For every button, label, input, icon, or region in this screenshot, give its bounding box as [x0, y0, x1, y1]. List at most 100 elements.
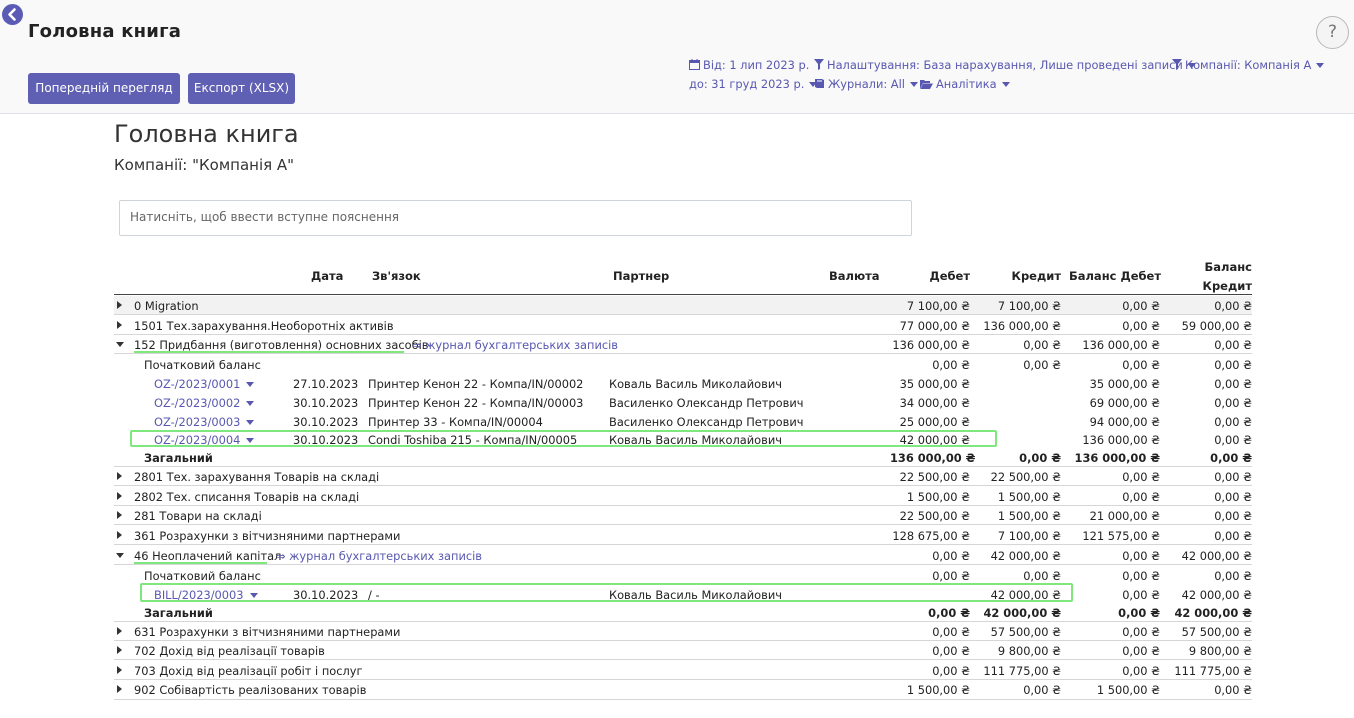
- account-name: 902 Собівартість реалізованих товарів: [134, 683, 367, 697]
- filter-analytics[interactable]: Аналітика: [920, 77, 1010, 92]
- caret-right-icon: [117, 472, 122, 480]
- account-balance-credit: 59 000,00 ₴: [1181, 319, 1252, 333]
- highlight-underline: [134, 562, 267, 564]
- account-credit: 22 500,00 ₴: [990, 470, 1061, 484]
- col-header-partner: Партнер: [613, 269, 670, 283]
- intro-note-input[interactable]: Натисніть, щоб ввести вступне пояснення: [119, 200, 912, 236]
- col-header-balance-debit: Баланс Дебет: [1068, 269, 1161, 283]
- line-balance-debit: 69 000,00 ₴: [1089, 396, 1160, 410]
- filter-settings-label: Налаштування: База нарахування, Лише про…: [827, 58, 1183, 72]
- filter-journals[interactable]: Журнали: All: [814, 77, 918, 92]
- account-row-702[interactable]: 702 Дохід від реалізації товарів 0,00 ₴ …: [114, 641, 1252, 660]
- line-balance-credit: 0,00 ₴: [1214, 569, 1252, 583]
- move-link[interactable]: OZ-/2023/0003: [154, 415, 255, 429]
- account-balance-debit: 0,00 ₴: [1122, 490, 1160, 504]
- col-header-credit: Кредит: [1011, 269, 1061, 283]
- account-row-46[interactable]: 46 Неоплачений капітал ⇒ журнал бухгалте…: [114, 546, 1252, 565]
- account-balance-credit: 0,00 ₴: [1214, 338, 1252, 352]
- filter-journals-label: Журнали: All: [828, 77, 905, 91]
- line-debit: 0,00 ₴: [932, 358, 970, 372]
- account-credit: 0,00 ₴: [1023, 338, 1061, 352]
- account-balance-credit: 0,00 ₴: [1214, 683, 1252, 697]
- account-balance-credit: 111 775,00 ₴: [1174, 664, 1252, 678]
- total-label: Загальний: [144, 606, 213, 620]
- journal-entries-link[interactable]: ⇒ журнал бухгалтерських записів: [276, 549, 482, 563]
- total-balance-debit: 136 000,00 ₴: [1074, 451, 1160, 465]
- line-partner: Коваль Василь Миколайович: [609, 588, 782, 602]
- account-balance-debit: 0,00 ₴: [1122, 625, 1160, 639]
- line-debit: 35 000,00 ₴: [899, 377, 970, 391]
- caret-down-icon: [116, 553, 124, 558]
- caret-right-icon: [117, 321, 122, 329]
- account-row-631[interactable]: 631 Розрахунки з вітчизняними партнерами…: [114, 622, 1252, 641]
- move-link[interactable]: BILL/2023/0003: [154, 588, 258, 602]
- highlight-box: [140, 583, 1073, 602]
- account-balance-debit: 0,00 ₴: [1122, 664, 1160, 678]
- line-debit: 0,00 ₴: [932, 569, 970, 583]
- account-name: 703 Дохід від реалізації робіт і послуг: [134, 664, 363, 678]
- account-row-2802[interactable]: 2802 Тех. списання Товарів на складі 1 5…: [114, 487, 1252, 506]
- filter-date-from[interactable]: Від: 1 лип 2023 р.: [689, 58, 809, 73]
- move-link[interactable]: OZ-/2023/0002: [154, 396, 255, 410]
- total-row: Загальний 0,00 ₴ 42 000,00 ₴ 0,00 ₴ 42 0…: [114, 603, 1252, 622]
- line-ref: Condi Toshiba 215 - Компа/IN/00005: [368, 433, 578, 447]
- move-link[interactable]: OZ-/2023/0004: [154, 433, 255, 447]
- filter-analytics-label: Аналітика: [936, 77, 997, 91]
- initial-balance-row: Початковий баланс 0,00 ₴ 0,00 ₴ 0,00 ₴ 0…: [114, 566, 1252, 585]
- account-debit: 77 000,00 ₴: [899, 319, 970, 333]
- account-row-281[interactable]: 281 Товари на складі 22 500,00 ₴ 1 500,0…: [114, 506, 1252, 525]
- line-partner: Коваль Василь Миколайович: [609, 433, 782, 447]
- account-row-152[interactable]: 152 Придбання (виготовлення) основних за…: [114, 335, 1252, 354]
- help-button[interactable]: ?: [1316, 16, 1349, 49]
- col-header-balance-credit-line2: Кредит: [1202, 279, 1252, 293]
- account-name: 0 Migration: [134, 299, 199, 313]
- chevron-down-icon: [1187, 63, 1196, 68]
- account-row-703[interactable]: 703 Дохід від реалізації робіт і послуг …: [114, 661, 1252, 680]
- caret-right-icon: [117, 666, 122, 674]
- move-line-row: OZ-/2023/0004 30.10.2023 Condi Toshiba 2…: [114, 430, 1252, 449]
- account-balance-credit: 9 800,00 ₴: [1188, 644, 1252, 658]
- line-date: 30.10.2023: [293, 433, 359, 447]
- account-row-361[interactable]: 361 Розрахунки з вітчизняними партнерами…: [114, 526, 1252, 545]
- journal-entries-link[interactable]: ⇒ журнал бухгалтерських записів: [412, 338, 618, 352]
- line-partner: Василенко Олександр Петрович: [609, 415, 804, 429]
- line-balance-debit: 0,00 ₴: [1122, 588, 1160, 602]
- export-xlsx-button[interactable]: Експорт (XLSX): [188, 73, 295, 104]
- back-arrow-icon[interactable]: [2, 4, 23, 25]
- chevron-down-icon: [246, 438, 255, 443]
- page-title: Головна книга: [28, 21, 182, 42]
- account-row-0[interactable]: 0 Migration 7 100,00 ₴ 7 100,00 ₴ 0,00 ₴…: [114, 296, 1252, 315]
- account-balance-credit: 0,00 ₴: [1214, 299, 1252, 313]
- book-icon: [814, 78, 825, 92]
- caret-right-icon: [117, 685, 122, 693]
- highlight-underline: [134, 351, 404, 353]
- line-balance-debit: 94 000,00 ₴: [1089, 415, 1160, 429]
- account-name: 152 Придбання (виготовлення) основних за…: [134, 338, 429, 352]
- filter-settings[interactable]: Налаштування: База нарахування, Лише про…: [814, 58, 1196, 73]
- filter-date-to-label: до: 31 груд 2023 р.: [689, 77, 805, 91]
- line-balance-debit: 35 000,00 ₴: [1089, 377, 1160, 391]
- account-balance-credit: 0,00 ₴: [1214, 490, 1252, 504]
- caret-right-icon: [117, 646, 122, 654]
- line-credit: 0,00 ₴: [1023, 569, 1061, 583]
- preview-button[interactable]: Попередній перегляд: [28, 73, 180, 104]
- account-row-902[interactable]: 902 Собівартість реалізованих товарів 1 …: [114, 680, 1252, 699]
- account-credit: 7 100,00 ₴: [997, 529, 1061, 543]
- initial-balance-label: Початковий баланс: [144, 569, 261, 583]
- account-credit: 57 500,00 ₴: [990, 625, 1061, 639]
- line-date: 30.10.2023: [293, 396, 359, 410]
- report-title: Головна книга: [114, 120, 299, 148]
- account-row-2801[interactable]: 2801 Тех. зарахування Товарів на складі …: [114, 467, 1252, 486]
- filter-date-to[interactable]: до: 31 груд 2023 р.: [689, 77, 818, 91]
- chevron-down-icon: [246, 401, 255, 406]
- account-credit: 42 000,00 ₴: [990, 549, 1061, 563]
- account-debit: 0,00 ₴: [932, 549, 970, 563]
- line-ref: Принтер Кенон 22 - Компа/IN/00003: [368, 396, 584, 410]
- filter-companies[interactable]: Компанії: Компанія А: [1172, 58, 1325, 73]
- account-debit: 22 500,00 ₴: [899, 470, 970, 484]
- move-link[interactable]: OZ-/2023/0001: [154, 377, 255, 391]
- account-row-1501[interactable]: 1501 Тех.зарахування.Необоротніх активів…: [114, 316, 1252, 335]
- line-ref: Принтер Кенон 22 - Компа/IN/00002: [368, 377, 584, 391]
- total-credit: 42 000,00 ₴: [983, 606, 1061, 620]
- account-name: 1501 Тех.зарахування.Необоротніх активів: [134, 319, 394, 333]
